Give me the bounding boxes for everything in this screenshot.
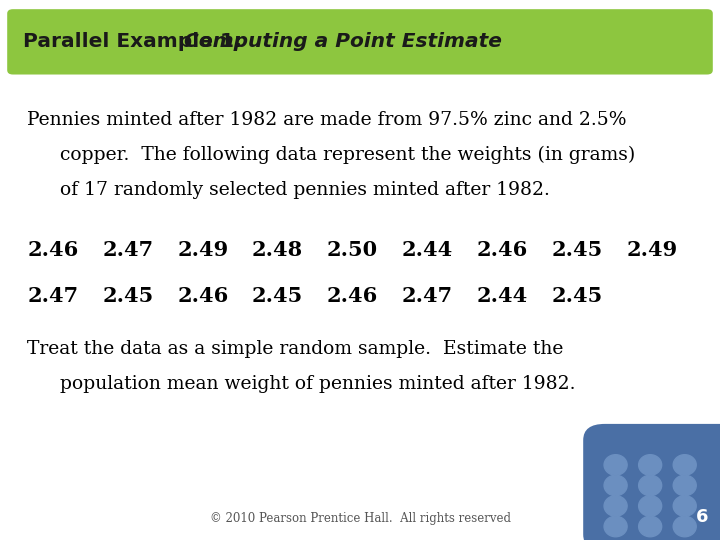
Text: copper.  The following data represent the weights (in grams): copper. The following data represent the… <box>60 146 635 164</box>
Ellipse shape <box>604 455 627 475</box>
FancyBboxPatch shape <box>7 9 713 75</box>
Ellipse shape <box>673 516 696 537</box>
Text: Parallel Example 1:: Parallel Example 1: <box>23 32 256 51</box>
Text: 2.44: 2.44 <box>477 286 528 306</box>
Text: 2.44: 2.44 <box>402 240 453 260</box>
FancyBboxPatch shape <box>583 424 720 540</box>
Ellipse shape <box>639 496 662 516</box>
Text: © 2010 Pearson Prentice Hall.  All rights reserved: © 2010 Pearson Prentice Hall. All rights… <box>210 512 510 525</box>
Ellipse shape <box>673 496 696 516</box>
Text: 2.48: 2.48 <box>252 240 303 260</box>
Text: 2.46: 2.46 <box>477 240 528 260</box>
Text: 2.45: 2.45 <box>552 286 603 306</box>
Text: Computing a Point Estimate: Computing a Point Estimate <box>184 32 501 51</box>
Ellipse shape <box>673 475 696 496</box>
Text: 2.46: 2.46 <box>177 286 228 306</box>
Ellipse shape <box>639 455 662 475</box>
Text: 2.45: 2.45 <box>102 286 153 306</box>
Ellipse shape <box>604 516 627 537</box>
Ellipse shape <box>604 496 627 516</box>
Text: 2.47: 2.47 <box>27 286 78 306</box>
Text: 2.47: 2.47 <box>102 240 153 260</box>
Text: 6: 6 <box>696 509 708 526</box>
Ellipse shape <box>673 455 696 475</box>
Text: 2.47: 2.47 <box>402 286 453 306</box>
Text: 2.45: 2.45 <box>252 286 303 306</box>
Text: 2.46: 2.46 <box>27 240 78 260</box>
Ellipse shape <box>639 475 662 496</box>
Ellipse shape <box>639 516 662 537</box>
Text: Treat the data as a simple random sample.  Estimate the: Treat the data as a simple random sample… <box>27 340 564 358</box>
Text: of 17 randomly selected pennies minted after 1982.: of 17 randomly selected pennies minted a… <box>60 181 549 199</box>
Ellipse shape <box>604 475 627 496</box>
Text: 2.46: 2.46 <box>327 286 378 306</box>
Text: 2.45: 2.45 <box>552 240 603 260</box>
Text: population mean weight of pennies minted after 1982.: population mean weight of pennies minted… <box>60 375 575 393</box>
Text: Pennies minted after 1982 are made from 97.5% zinc and 2.5%: Pennies minted after 1982 are made from … <box>27 111 627 129</box>
Text: 2.50: 2.50 <box>327 240 378 260</box>
Text: 2.49: 2.49 <box>177 240 228 260</box>
Text: 2.49: 2.49 <box>626 240 678 260</box>
